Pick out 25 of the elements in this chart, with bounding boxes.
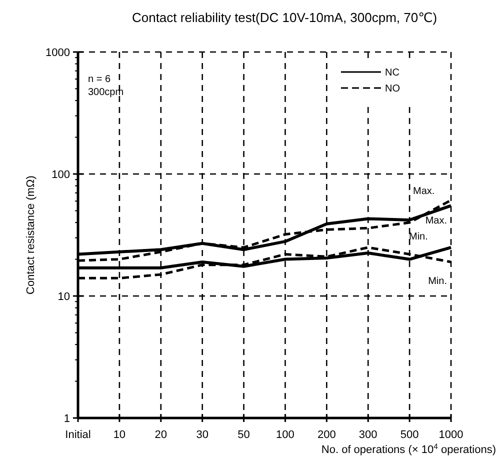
- x-tick-label: 300: [358, 429, 378, 441]
- legend-label: NO: [385, 84, 400, 94]
- x-tick-label: Initial: [65, 429, 91, 441]
- x-tick-label: 1000: [438, 429, 464, 441]
- y-tick-label: 100: [52, 168, 70, 181]
- y-axis-title: Contact resistance (mΩ): [25, 176, 37, 294]
- y-tick-label: 10: [58, 290, 70, 303]
- annotation: Max.: [425, 216, 447, 227]
- x-axis-title: No. of operations (× 10$^{4}$ operations): [321, 442, 496, 456]
- legend-label: NC: [385, 68, 400, 78]
- annotation: Min.: [428, 276, 447, 287]
- x-tick-label: 10: [113, 429, 126, 441]
- x-tick-label: 50: [238, 429, 250, 441]
- y-tick-label: 1: [64, 412, 70, 425]
- annotation: Max.: [413, 186, 435, 198]
- x-tick-label: 30: [196, 429, 208, 441]
- annotation: n = 6: [88, 74, 111, 85]
- annotation: 300cpm: [88, 87, 124, 98]
- chart-title: Contact reliability test(DC 10V-10mA, 300cpm, 70℃): [132, 10, 438, 25]
- y-tick-label: 1000: [46, 46, 70, 59]
- x-tick-label: 200: [317, 429, 336, 441]
- annotation: Min.: [409, 231, 428, 242]
- x-tick-label: 100: [276, 429, 294, 441]
- x-tick-label: 500: [400, 429, 419, 441]
- x-tick-label: 20: [154, 429, 168, 441]
